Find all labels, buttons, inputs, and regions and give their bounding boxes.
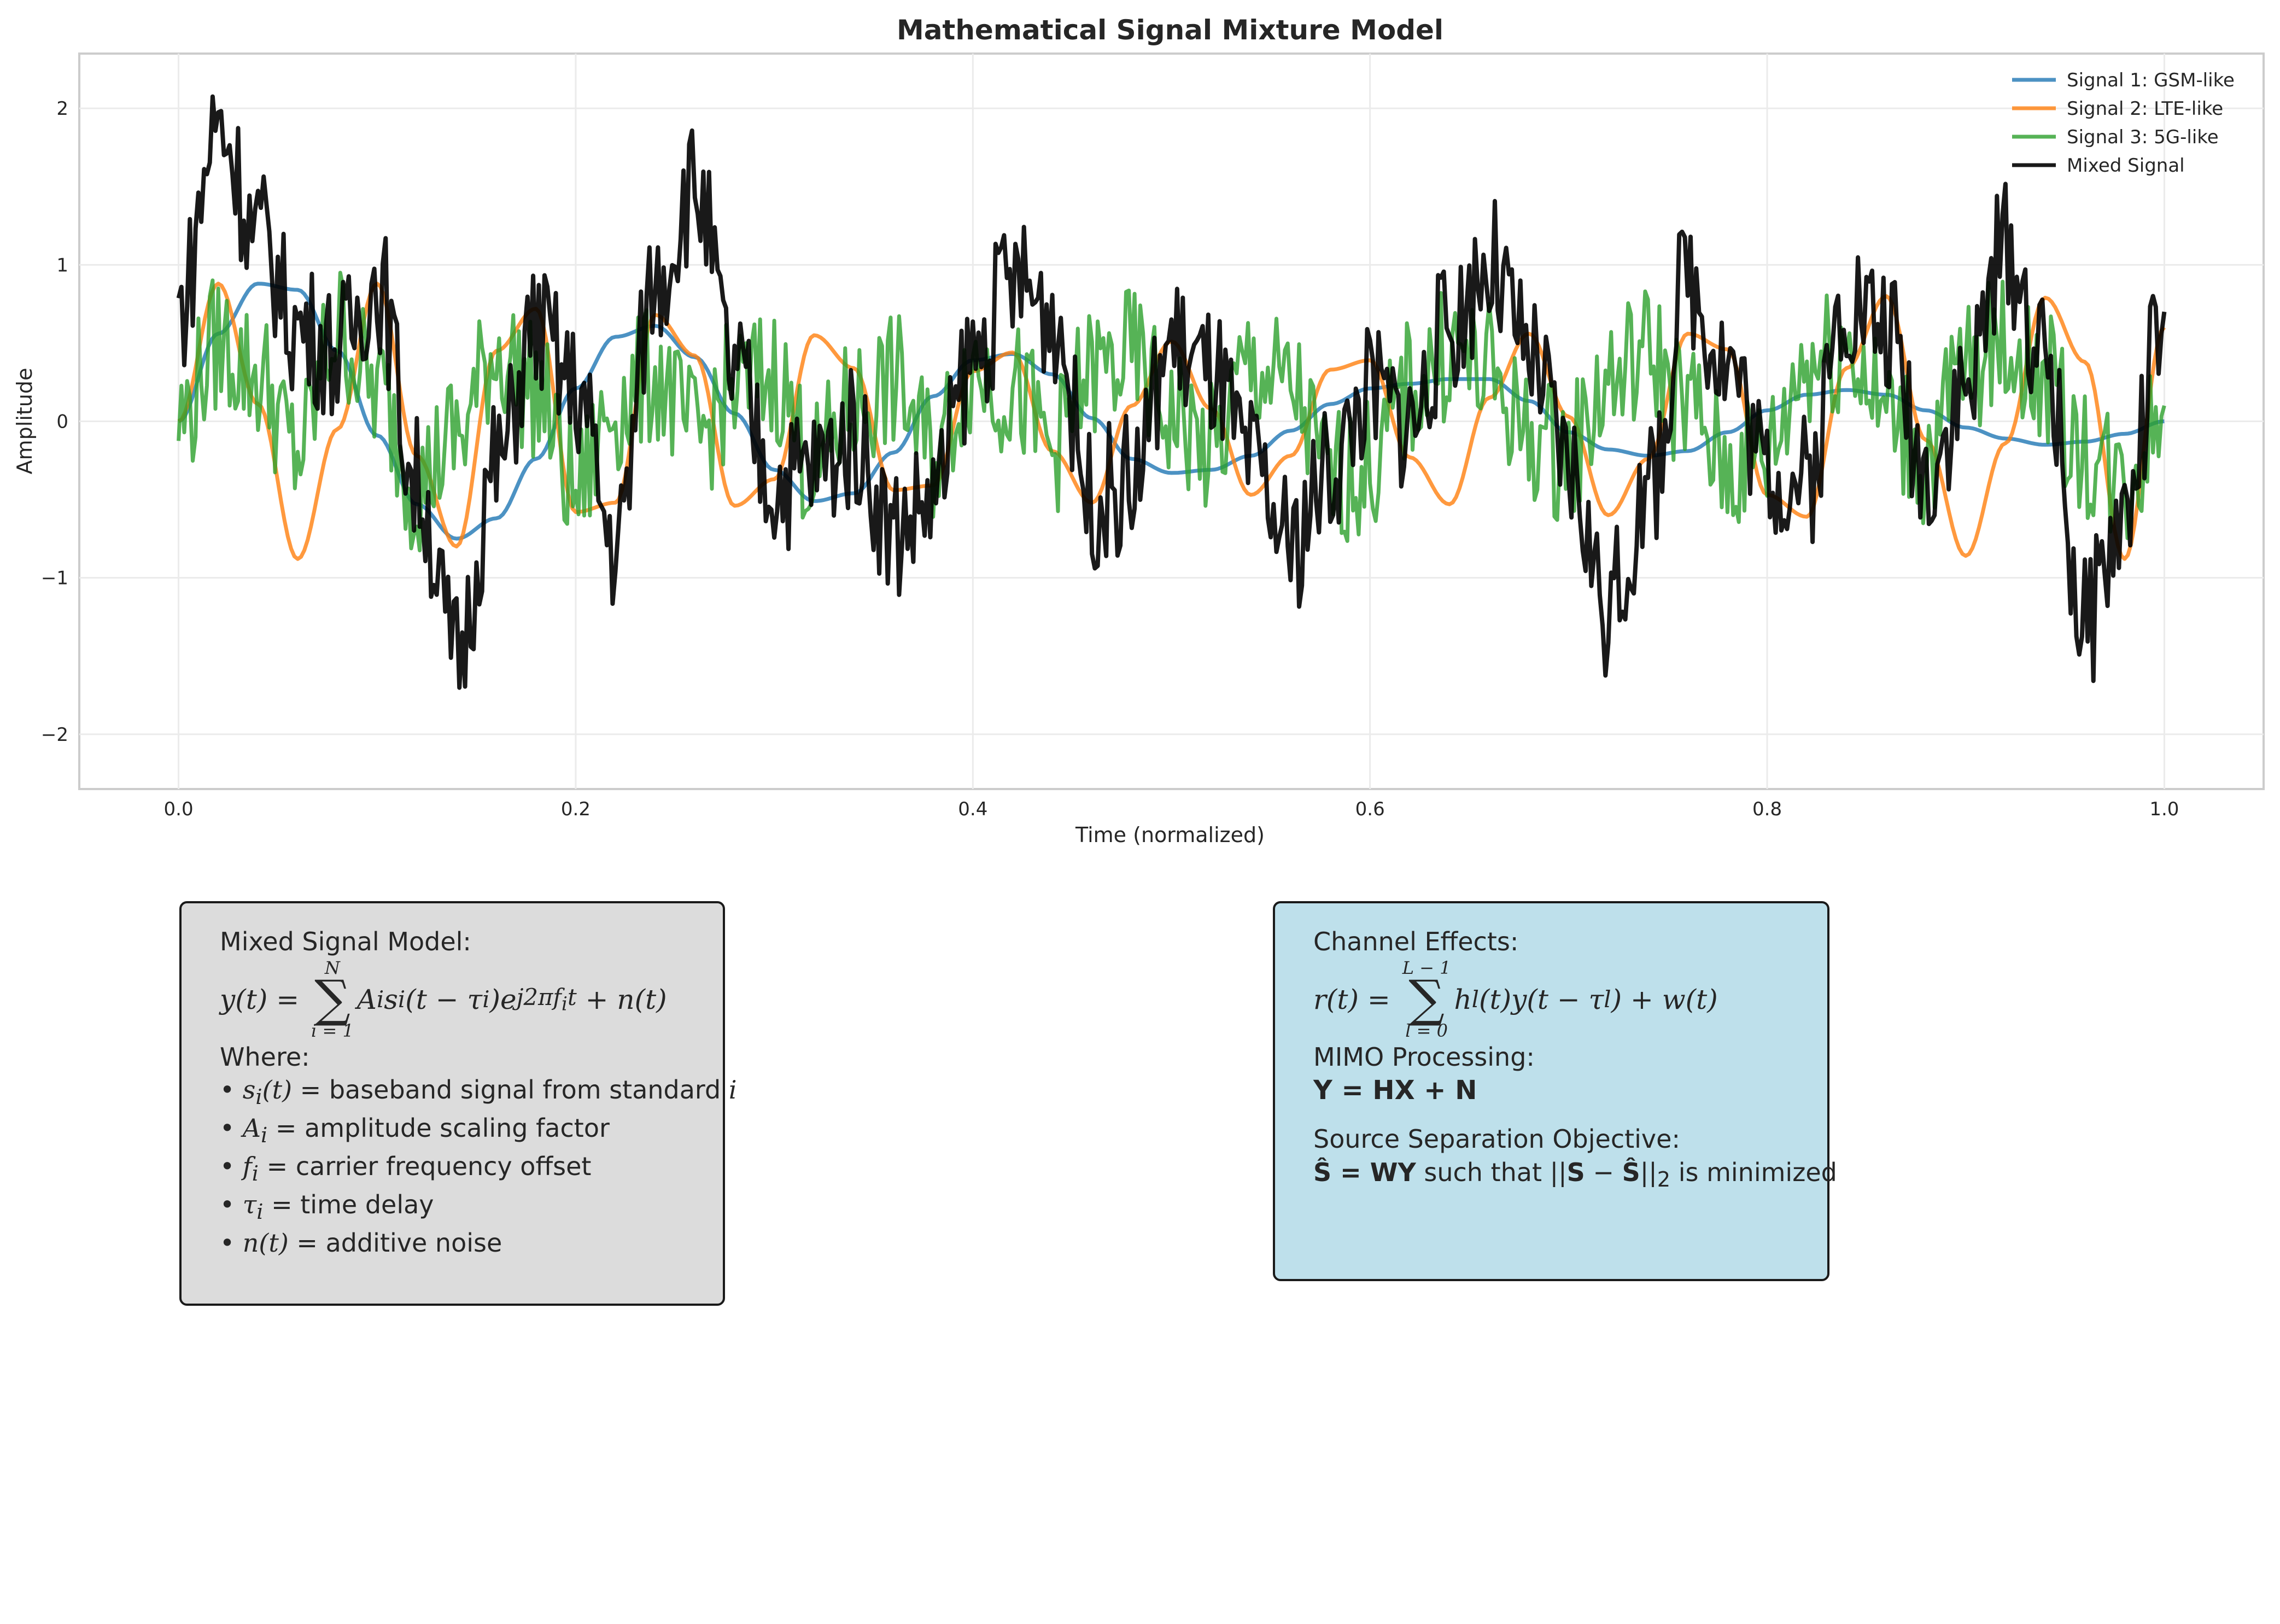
legend-entry: Signal 1: GSM-like (2067, 69, 2235, 91)
x-tick-label: 0.6 (1355, 798, 1385, 820)
objective-mid-text: such that (1416, 1157, 1550, 1187)
definition-item: • si(t) = baseband signal from standard … (220, 1075, 737, 1110)
x-tick-label: 0.2 (561, 798, 591, 820)
y-tick-label: 2 (56, 98, 68, 120)
definition-list: • si(t) = baseband signal from standard … (220, 1073, 737, 1259)
y-axis-label: Amplitude (13, 368, 37, 475)
legend-entry: Mixed Signal (2067, 155, 2185, 177)
channel-effects-box: Channel Effects: r(t) = L − 1 ∑ l = 0 h l (t)… (1273, 901, 1837, 1281)
legend-entry: Signal 3: 5G-like (2067, 126, 2219, 148)
y-tick-label: −2 (41, 724, 68, 746)
series-lines (176, 94, 2167, 690)
chart-canvas: Mathematical Signal Mixture Model 0.0 0.2… (13, 14, 2265, 847)
y-tick-label: 0 (56, 411, 68, 433)
legend-entry: Signal 2: LTE-like (2067, 98, 2223, 120)
x-tick-label: 0.0 (164, 798, 194, 820)
x-tick-label: 0.4 (958, 798, 987, 820)
series-line-mixed (176, 94, 2167, 690)
mimo-equation: Y = HX + N (1313, 1075, 1477, 1106)
channel-effects-heading: Channel Effects: (1313, 927, 1519, 956)
channel-formula: r(t) = L − 1 ∑ l = 0 h l (t)y(t − τ l) + w(t) (1313, 957, 1718, 1042)
objective-equation: Ŝ = WY such that ||S − Ŝ||2 is minimized (1313, 1157, 1837, 1192)
definition-item: • fi = carrier frequency offset (220, 1151, 592, 1187)
x-tick-label: 0.8 (1752, 798, 1782, 820)
definition-item: • τi = time delay (220, 1189, 434, 1224)
mimo-heading: MIMO Processing: (1313, 1042, 1535, 1072)
definition-item: • Ai = amplitude scaling factor (220, 1113, 610, 1148)
legend: Signal 1: GSM-like Signal 2: LTE-like Sign… (2012, 69, 2235, 177)
axis-ticks: 0.0 0.2 0.4 0.6 0.8 1.0 −2 −1 0 1 2 (41, 98, 2179, 820)
chart-title: Mathematical Signal Mixture Model (897, 14, 1443, 46)
x-axis-label: Time (normalized) (1075, 823, 1265, 847)
y-tick-label: 1 (56, 254, 68, 276)
objective-tail-text: is minimized (1670, 1157, 1837, 1187)
where-heading: Where: (220, 1042, 310, 1072)
definition-item: • n(t) = additive noise (220, 1228, 502, 1258)
objective-heading: Source Separation Objective: (1313, 1124, 1680, 1154)
x-tick-label: 1.0 (2149, 798, 2179, 820)
y-tick-label: −1 (41, 568, 68, 589)
mixed-signal-heading: Mixed Signal Model: (220, 927, 471, 956)
